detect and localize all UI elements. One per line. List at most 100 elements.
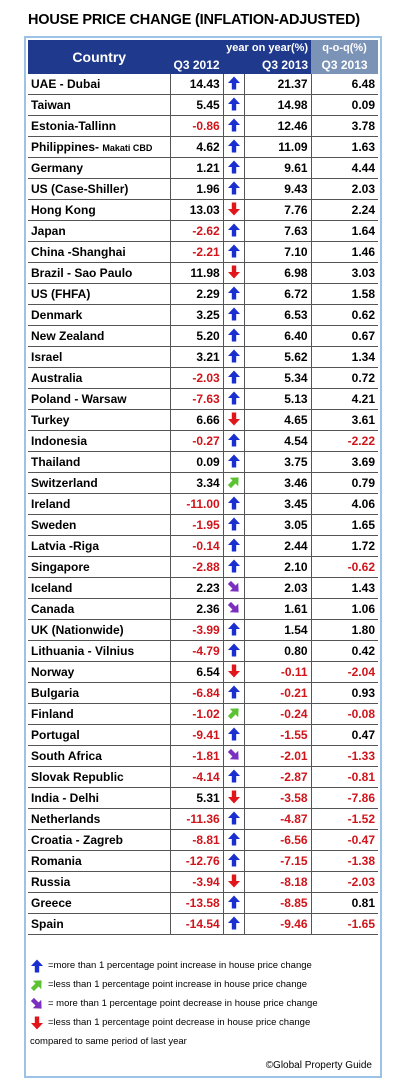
legend-item: = more than 1 percentage point decrease …: [30, 994, 380, 1013]
country-name: India - Delhi: [31, 791, 100, 805]
q3-2013: 2.10: [243, 556, 312, 578]
table-row: Latvia -Riga -0.14 2.44 1.72: [28, 535, 378, 557]
arrow-cell: [222, 892, 245, 914]
country: Netherlands: [28, 808, 171, 830]
q3-2013: -3.58: [243, 787, 312, 809]
arrow-cell: [222, 703, 245, 725]
legend-item: =less than 1 percentage point increase i…: [30, 975, 380, 994]
table-row: Bulgaria -6.84 -0.21 0.93: [28, 682, 378, 704]
arrow-icon: [227, 685, 240, 698]
country: Poland - Warsaw: [28, 388, 171, 410]
q3-2012: 5.20: [170, 325, 224, 347]
q3-2013: 6.98: [243, 262, 312, 284]
arrow-icon: [227, 286, 240, 299]
arrow-cell: [222, 850, 245, 872]
arrow-shape: [30, 979, 42, 991]
arrow-shape: [227, 811, 240, 824]
arrow-shape: [227, 790, 240, 803]
arrow: [227, 643, 240, 656]
table-row: Spain -14.54 -9.46 -1.65: [28, 913, 378, 935]
arrow-shape: [227, 370, 240, 383]
arrow-icon: [227, 664, 240, 677]
q3-2012: -0.86: [170, 115, 224, 137]
table-row: UAE - Dubai 14.43 21.37 6.48: [28, 74, 378, 95]
country-name: UK (Nationwide): [31, 623, 124, 637]
arrow: [227, 97, 240, 110]
arrow-cell: [222, 325, 245, 347]
country: Brazil - Sao Paulo: [28, 262, 171, 284]
arrow-cell: [222, 556, 245, 578]
q3-2013: 5.62: [243, 346, 312, 368]
arrow-icon: [227, 244, 240, 257]
country-name: Australia: [31, 371, 83, 385]
q3-2012: 3.34: [170, 472, 224, 494]
arrow-shape: [227, 707, 239, 719]
arrow: [227, 286, 240, 299]
qoq: 1.06: [310, 598, 378, 620]
q3-2012: 14.43: [170, 74, 224, 95]
country: UK (Nationwide): [28, 619, 171, 641]
table-body: UAE - Dubai 14.43 21.37 6.48 Taiwan 5.45 14.98…: [28, 74, 378, 935]
arrow-shape: [227, 559, 240, 572]
country-name: US (Case-Shiller): [31, 182, 129, 196]
country: Sweden: [28, 514, 171, 536]
arrow-shape: [227, 601, 239, 613]
table-row: Philippines- Makati CBD 4.62 11.09 1.63: [28, 136, 378, 158]
arrow-icon: [227, 643, 240, 656]
arrow: [227, 370, 240, 383]
arrow-cell: [222, 619, 245, 641]
country: Greece: [28, 892, 171, 914]
table-row: Finland -1.02 -0.24 -0.08: [28, 703, 378, 725]
arrow: [30, 979, 42, 991]
q3-2013: 0.80: [243, 640, 312, 662]
legend-item: =more than 1 percentage point increase i…: [30, 956, 380, 975]
arrow-shape: [227, 328, 240, 341]
arrow-icon: [227, 811, 240, 824]
q3-2012: -1.81: [170, 745, 224, 767]
qoq: 1.63: [310, 136, 378, 158]
q3-2012: 3.21: [170, 346, 224, 368]
arrow-shape: [227, 139, 240, 152]
arrow-icon: [227, 476, 239, 488]
arrow-cell: [222, 577, 245, 599]
country: Bulgaria: [28, 682, 171, 704]
arrow-shape: [227, 727, 240, 740]
arrow-cell: [222, 787, 245, 809]
arrow-shape: [227, 76, 240, 89]
country: Indonesia: [28, 430, 171, 452]
country: Thailand: [28, 451, 171, 473]
table-row: Germany 1.21 9.61 4.44: [28, 157, 378, 179]
arrow-icon: [227, 160, 240, 173]
arrow: [227, 580, 239, 592]
arrow-cell: [222, 199, 245, 221]
arrow-cell: [222, 472, 245, 494]
q3-2013: -1.55: [243, 724, 312, 746]
q3-2013: -8.18: [243, 871, 312, 893]
qoq: 6.48: [310, 74, 378, 95]
q3-2012: 4.62: [170, 136, 224, 158]
q3-2012: -1.95: [170, 514, 224, 536]
q3-2013: -2.01: [243, 745, 312, 767]
qoq: 0.09: [310, 94, 378, 116]
arrow-cell: [222, 829, 245, 851]
arrow-shape: [227, 895, 240, 908]
country-name: Portugal: [31, 728, 80, 742]
qoq: 0.67: [310, 325, 378, 347]
arrow-icon: [227, 853, 240, 866]
arrow-cell: [222, 304, 245, 326]
arrow: [227, 454, 240, 467]
legend-text: =less than 1 percentage point decrease i…: [48, 1017, 311, 1028]
arrow-icon: [227, 328, 240, 341]
country-name: Canada: [31, 602, 75, 616]
arrow-icon: [227, 832, 240, 845]
arrow-cell: [222, 640, 245, 662]
q3-2013: 6.72: [243, 283, 312, 305]
country-name: Russia: [31, 875, 71, 889]
arrow-icon: [227, 748, 239, 760]
arrow: [227, 412, 240, 425]
country-name: Sweden: [31, 518, 77, 532]
country-name: Lithuania - Vilnius: [31, 644, 135, 658]
country-name: Thailand: [31, 455, 81, 469]
table-row: Sweden -1.95 3.05 1.65: [28, 514, 378, 536]
qoq: 0.62: [310, 304, 378, 326]
